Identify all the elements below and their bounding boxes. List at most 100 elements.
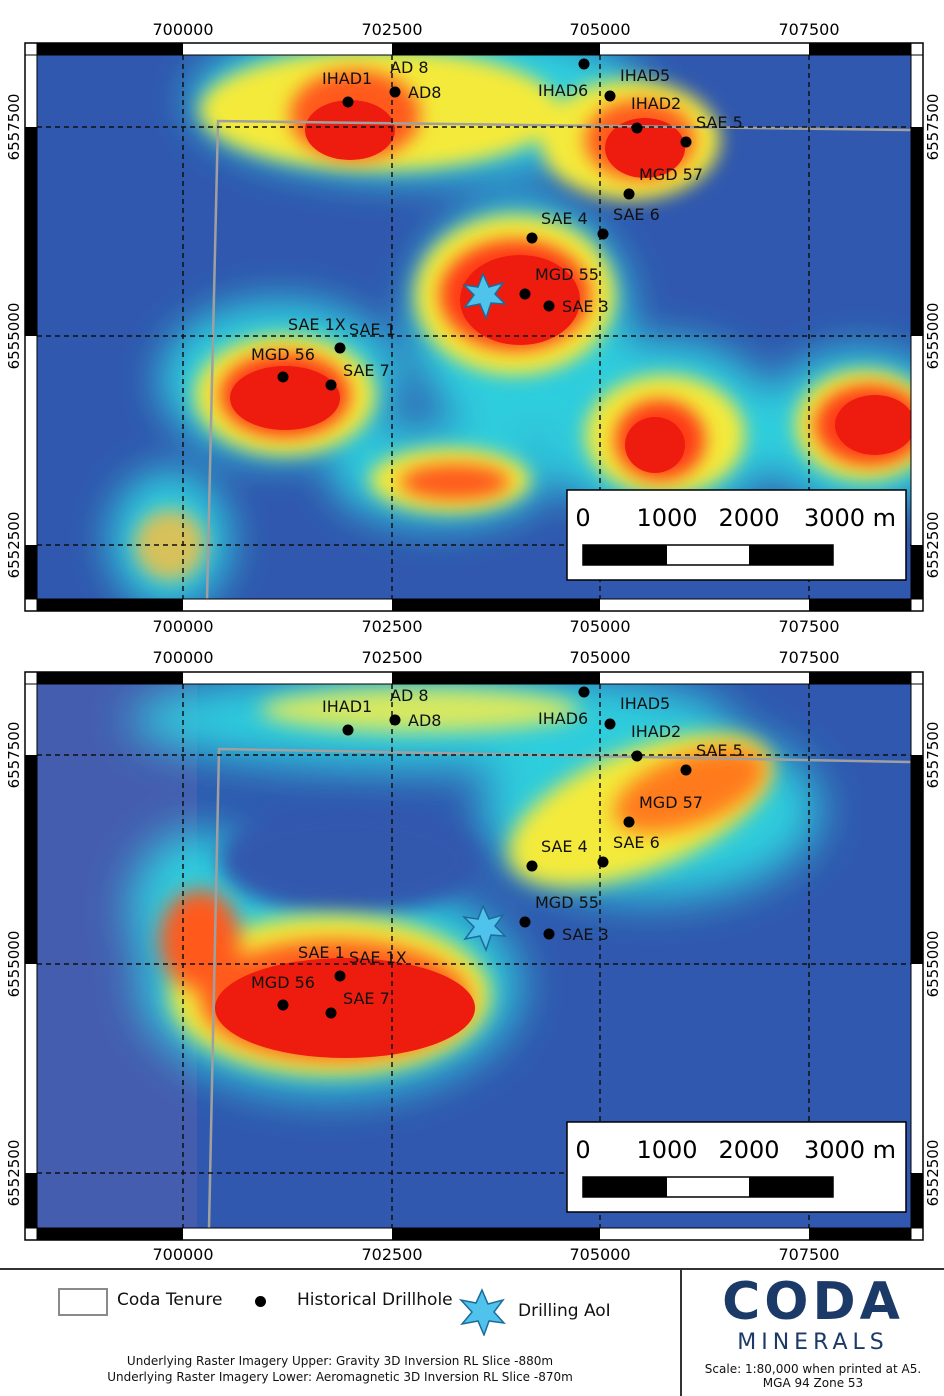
x-tick-label: 705000 [569,20,630,39]
y-tick-label: 6552500 [924,512,942,579]
x-tick-label: 705000 [569,617,630,636]
x-tick-label: 707500 [778,1245,839,1264]
drillhole-label: IHAD5 [620,66,670,85]
drillhole-label: SAE 1X [288,315,346,334]
scale-label: 0 [575,504,590,532]
scale-label: 3000 m [804,504,896,532]
drillhole-marker [543,928,555,940]
coda-logo-sub: MINERALS [737,1330,889,1355]
drillhole-marker [389,714,401,726]
x-tick-label: 702500 [361,1245,422,1264]
drillhole-marker [526,860,538,872]
drillhole-marker [526,232,538,244]
drillhole-label: IHAD2 [631,722,681,741]
drillhole-swatch [255,1296,266,1307]
y-tick-label: 6555000 [924,931,942,998]
x-tick-label: 707500 [778,20,839,39]
drillhole-label: SAE 1 [349,320,396,339]
drillhole-marker [519,916,531,928]
drillhole-label: SAE 1 [298,943,345,962]
drillhole-marker [623,188,635,200]
legend-symbols: Coda Tenure Historical Drillhole Drillin… [0,1270,682,1396]
drillhole-label: SAE 7 [343,361,390,380]
drillhole-label: SAE 6 [613,833,660,852]
y-tick-label: 6555000 [5,931,23,998]
drillhole-label: SAE 3 [562,297,609,316]
drillhole-marker [604,718,616,730]
drillhole-marker [680,764,692,776]
drillhole-label: IHAD5 [620,694,670,713]
tenure-swatch [58,1288,108,1316]
drillhole-label: AD8 [408,83,441,102]
scale-text: Scale: 1:80,000 when printed at A5. [704,1362,922,1376]
coda-logo: CODA [722,1272,904,1332]
legend-branding: CODA MINERALS Scale: 1:80,000 when print… [682,1270,944,1396]
x-tick-label: 700000 [152,617,213,636]
y-tick-label: 6552500 [5,512,23,579]
drillhole-label: IHAD6 [538,709,588,728]
legend-aoi-label: Drilling AoI [518,1301,611,1321]
drillhole-label: SAE 1X [349,948,407,967]
drillhole-label: SAE 6 [613,205,660,224]
drillhole-marker [604,90,616,102]
drillhole-label: MGD 56 [251,973,315,992]
raster-note-lower: Underlying Raster Imagery Lower: Aeromag… [107,1370,573,1384]
scale-label: 0 [575,1136,590,1164]
y-tick-label: 6557500 [924,722,942,789]
x-tick-label: 705000 [569,648,630,667]
x-tick-label: 700000 [152,1245,213,1264]
drillhole-label: SAE 3 [562,925,609,944]
scale-label: 1000 [636,1136,697,1164]
drillhole-label: IHAD1 [322,697,372,716]
x-tick-label: 705000 [569,1245,630,1264]
drillhole-label: MGD 57 [639,165,703,184]
drillhole-marker [597,856,609,868]
map-legend: Coda Tenure Historical Drillhole Drillin… [0,1268,944,1396]
drillhole-marker [325,1007,337,1019]
drillhole-marker [631,750,643,762]
drillhole-marker [342,724,354,736]
drillhole-marker [334,342,346,354]
drilling-aoi-icon [461,272,507,321]
drillhole-label: IHAD2 [631,94,681,113]
drillhole-label: MGD 56 [251,345,315,364]
scale-label: 3000 m [804,1136,896,1164]
drillhole-label: SAE 4 [541,837,588,856]
drillhole-marker [342,96,354,108]
drillhole-label: SAE 5 [696,741,743,760]
x-tick-label: 702500 [361,617,422,636]
drillhole-marker [623,816,635,828]
scale-label: 1000 [636,504,697,532]
upper-map-panel: 700000 702500 705000 707500 700000 70250… [0,0,944,640]
drillhole-marker [597,228,609,240]
y-tick-label: 6552500 [5,1140,23,1207]
drillhole-marker [325,379,337,391]
drillhole-label: SAE 5 [696,113,743,132]
y-tick-label: 6557500 [924,94,942,161]
y-tick-label: 6557500 [5,722,23,789]
scale-label: 2000 [718,504,779,532]
drillhole-marker [578,58,590,70]
lower-map-panel: 700000 702500 705000 707500 700000 70250… [0,640,944,1268]
drillhole-label: IHAD6 [538,81,588,100]
drillhole-marker [631,122,643,134]
x-tick-label: 702500 [361,648,422,667]
drilling-aoi-icon [461,904,507,953]
drillhole-marker [680,136,692,148]
drilling-aoi-swatch-icon [458,1288,506,1336]
drillhole-label: AD8 [408,711,441,730]
drillholes-lower [277,686,692,1019]
scale-label: 2000 [718,1136,779,1164]
legend-tenure-label: Coda Tenure [117,1290,223,1310]
y-tick-label: 6557500 [5,94,23,161]
drillhole-label: MGD 55 [535,265,599,284]
drillhole-marker [277,371,289,383]
y-tick-label: 6555000 [924,303,942,370]
y-tick-label: 6555000 [5,303,23,370]
drillhole-marker [519,288,531,300]
drillhole-label: MGD 55 [535,893,599,912]
drillhole-label: AD 8 [390,686,429,705]
drillhole-marker [389,86,401,98]
drillhole-label: AD 8 [390,58,429,77]
x-tick-label: 707500 [778,648,839,667]
